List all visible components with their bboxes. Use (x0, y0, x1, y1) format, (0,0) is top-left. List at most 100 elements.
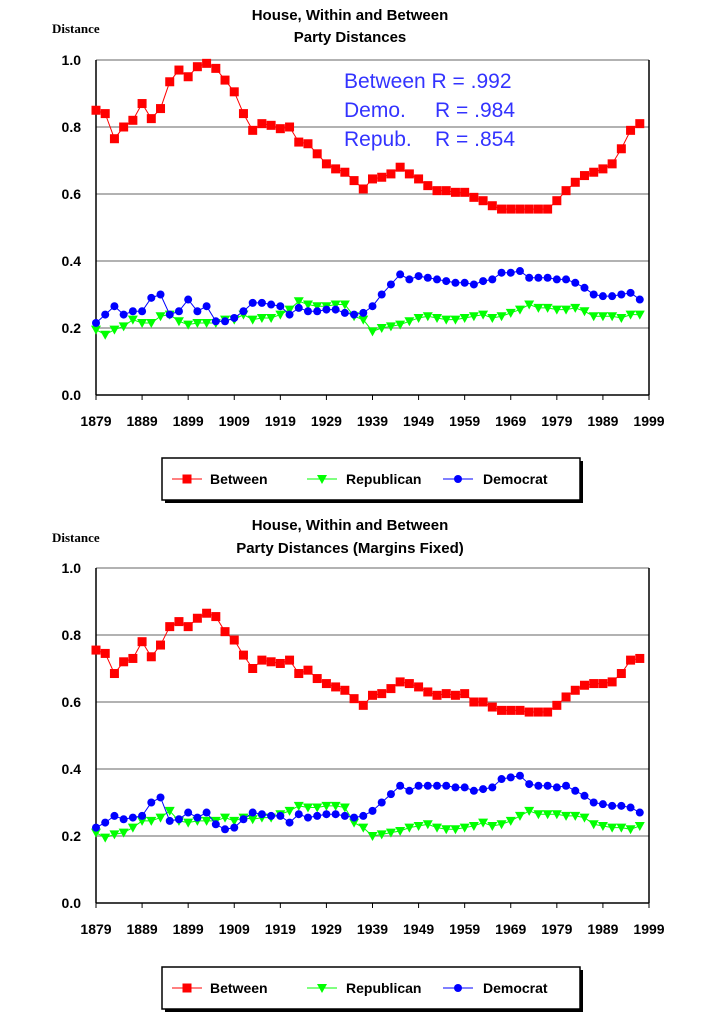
data-point (396, 781, 405, 790)
series-republican (91, 801, 645, 843)
data-point (533, 810, 544, 820)
legend-marker (454, 984, 462, 992)
data-point (607, 677, 617, 687)
data-point (450, 825, 461, 835)
data-point (543, 707, 553, 717)
data-point (156, 290, 165, 299)
data-point (479, 277, 488, 286)
legend-marker (454, 475, 462, 483)
data-point (238, 650, 248, 660)
x-tick-label: 1989 (587, 413, 618, 429)
data-point (359, 811, 368, 820)
y-tick-label: 0.8 (62, 119, 82, 135)
data-point (192, 318, 203, 328)
data-point (174, 617, 184, 627)
data-point (496, 312, 507, 322)
data-point (404, 679, 414, 689)
data-point (146, 816, 157, 826)
data-point (571, 278, 580, 287)
data-point (414, 272, 423, 281)
data-point (534, 781, 543, 790)
data-point (524, 300, 535, 310)
data-point (542, 810, 553, 820)
data-point (441, 315, 452, 325)
data-point (385, 828, 396, 838)
chart-2: House, Within and Between Party Distances… (52, 517, 665, 1012)
y-tick-label: 0.2 (62, 828, 82, 844)
data-point (202, 58, 212, 68)
data-point (395, 162, 405, 172)
data-point (413, 313, 424, 323)
y-tick-label: 0.8 (62, 627, 82, 643)
data-point (201, 816, 212, 826)
data-point (414, 781, 423, 790)
data-point (303, 139, 313, 149)
data-point (312, 674, 322, 684)
data-point (423, 273, 432, 282)
data-point (368, 690, 377, 700)
data-point (229, 635, 239, 645)
data-point (543, 204, 553, 214)
data-point (248, 298, 257, 307)
data-point (524, 806, 535, 816)
data-point (450, 315, 461, 325)
data-point (506, 204, 516, 214)
data-point (405, 275, 414, 284)
data-point (174, 307, 183, 316)
data-point (405, 786, 414, 795)
data-point (589, 167, 599, 177)
data-point (257, 298, 266, 307)
data-point (340, 811, 349, 820)
x-tick-label: 1979 (541, 413, 572, 429)
data-point (625, 825, 636, 835)
y-tick-label: 0.2 (62, 320, 82, 336)
data-point (128, 307, 137, 316)
y-axis-label: Distance (52, 530, 100, 545)
data-point (608, 801, 617, 810)
data-point (442, 781, 451, 790)
x-tick-label: 1949 (403, 413, 434, 429)
legend-label: Democrat (483, 980, 548, 996)
data-point (432, 313, 443, 323)
x-tick-label: 1969 (495, 921, 526, 937)
data-point (487, 313, 498, 323)
data-point (533, 707, 543, 717)
data-point (155, 312, 166, 322)
data-point (450, 187, 460, 197)
data-point (616, 313, 627, 323)
data-point (497, 705, 507, 715)
data-point (101, 818, 110, 827)
annotation: Repub. R = .854 (344, 128, 515, 151)
data-point (275, 658, 285, 668)
data-point (313, 811, 322, 820)
data-point (109, 669, 119, 679)
data-point (570, 303, 581, 313)
data-point (598, 679, 608, 689)
data-point (321, 679, 331, 689)
data-point (377, 290, 386, 299)
data-point (505, 816, 516, 826)
data-point (478, 196, 488, 206)
data-point (165, 816, 174, 825)
data-point (294, 137, 304, 147)
data-point (579, 171, 589, 181)
data-point (552, 196, 562, 206)
data-point (193, 307, 202, 316)
data-point (506, 705, 516, 715)
data-point (109, 830, 120, 840)
y-tick-label: 1.0 (62, 560, 82, 576)
data-point (119, 657, 129, 667)
series-between (91, 58, 645, 214)
data-point (303, 665, 313, 675)
data-point (404, 317, 415, 327)
data-point (110, 302, 119, 311)
data-point (625, 310, 636, 320)
data-point (635, 295, 644, 304)
data-point (487, 201, 497, 211)
data-point (506, 773, 515, 782)
data-point (137, 816, 148, 826)
data-point (386, 684, 396, 694)
data-point (450, 690, 460, 700)
data-point (524, 707, 534, 717)
data-point (294, 810, 303, 819)
